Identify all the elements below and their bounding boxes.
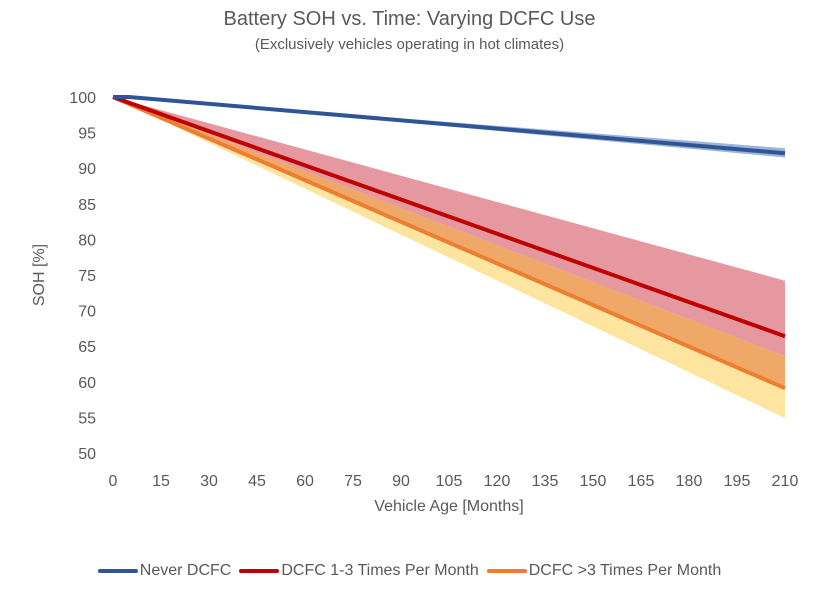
x-tick-label: 195 bbox=[724, 473, 751, 490]
y-tick-label: 75 bbox=[78, 268, 96, 285]
legend-item: DCFC 1-3 Times Per Month bbox=[239, 562, 479, 580]
x-tick-label: 0 bbox=[109, 473, 118, 490]
band-series-1 bbox=[113, 97, 785, 357]
legend-label: Never DCFC bbox=[139, 562, 232, 579]
x-tick-label: 165 bbox=[628, 473, 655, 490]
legend-item: Never DCFC bbox=[97, 562, 232, 580]
y-tick-label: 70 bbox=[78, 304, 96, 321]
legend-label: DCFC 1-3 Times Per Month bbox=[281, 562, 479, 579]
chart-title: Battery SOH vs. Time: Varying DCFC Use bbox=[223, 8, 596, 30]
band-lower-series-2 bbox=[113, 97, 785, 419]
y-axis-label: SOH [%] bbox=[31, 244, 48, 306]
x-tick-label: 210 bbox=[772, 473, 799, 490]
y-tick-label: 55 bbox=[78, 410, 96, 427]
legend-swatch bbox=[239, 569, 280, 573]
x-axis-label: Vehicle Age [Months] bbox=[374, 498, 523, 515]
x-tick-label: 135 bbox=[532, 473, 559, 490]
y-tick-label: 65 bbox=[78, 339, 96, 356]
x-tick-label: 120 bbox=[484, 473, 511, 490]
x-tick-label: 45 bbox=[248, 473, 266, 490]
chart-subtitle: (Exclusively vehicles operating in hot c… bbox=[254, 36, 565, 53]
legend-label: DCFC >3 Times Per Month bbox=[528, 562, 722, 579]
legend-swatch bbox=[97, 569, 138, 573]
line-series-2 bbox=[112, 95, 786, 391]
y-tick-label: 100 bbox=[69, 90, 96, 107]
x-tick-label: 75 bbox=[344, 473, 362, 490]
x-tick-label: 150 bbox=[580, 473, 607, 490]
y-tick-label: 95 bbox=[78, 126, 96, 143]
x-tick-label: 180 bbox=[676, 473, 703, 490]
x-tick-label: 60 bbox=[296, 473, 314, 490]
y-tick-label: 85 bbox=[78, 197, 96, 214]
y-tick-label: 50 bbox=[78, 446, 96, 463]
x-tick-label: 30 bbox=[200, 473, 218, 490]
chart-plot: 50 55 60 65 70 75 80 85 90 95 100 0 15 30 45 60 75 90 105… bbox=[31, 90, 799, 515]
x-tick-label: 105 bbox=[436, 473, 463, 490]
line-series-0 bbox=[113, 95, 786, 156]
y-tick-label: 90 bbox=[78, 161, 96, 178]
y-tick-label: 80 bbox=[78, 232, 96, 249]
y-tick-label: 60 bbox=[78, 375, 96, 392]
legend-item: DCFC >3 Times Per Month bbox=[486, 562, 722, 580]
legend: Never DCFC DCFC 1-3 Times Per Month DCFC >… bbox=[0, 562, 819, 580]
legend-swatch bbox=[486, 569, 527, 573]
line-series-1 bbox=[112, 95, 786, 339]
x-tick-label: 15 bbox=[152, 473, 170, 490]
x-tick-label: 90 bbox=[392, 473, 410, 490]
